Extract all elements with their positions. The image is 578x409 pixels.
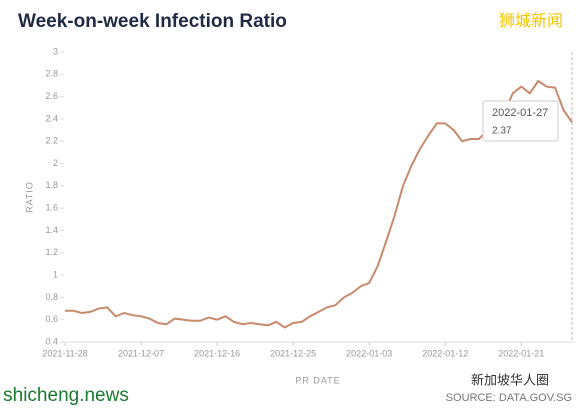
y-tick-label: 2.4 <box>45 113 58 123</box>
x-tick-label: 2021-11-28 <box>42 348 87 358</box>
x-tick-label: 2021-12-16 <box>194 348 240 358</box>
source: SOURCE: DATA.GOV.SG <box>446 392 572 404</box>
x-tick-label: 2022-01-12 <box>422 348 468 358</box>
y-tick-label: 0.8 <box>45 292 58 302</box>
y-tick-label: 0.4 <box>45 336 58 346</box>
y-tick-label: 1.8 <box>45 180 58 190</box>
x-tick-label: 2021-12-07 <box>118 348 164 358</box>
y-tick-label: 2.6 <box>45 91 58 101</box>
y-tick-label: 3 <box>53 46 58 56</box>
watermark: 狮城新闻 <box>499 12 563 30</box>
watermark: shicheng.news <box>3 385 129 406</box>
y-tick-label: 1.4 <box>45 225 58 235</box>
tooltip <box>482 100 559 142</box>
y-tick-label: 0.6 <box>45 314 58 324</box>
x-tick-label: 2022-01-03 <box>346 348 392 358</box>
y-tick-label: 1 <box>53 269 58 279</box>
tooltip-value: 2.37 <box>492 126 512 137</box>
chart-title: Week-on-week Infection Ratio <box>18 11 287 32</box>
x-tick-label: 2022-01-21 <box>498 348 544 358</box>
x-axis-label: PR DATE <box>295 375 340 385</box>
y-tick-label: 1.2 <box>45 247 58 257</box>
y-tick-label: 2 <box>53 158 58 168</box>
y-tick-label: 2.2 <box>45 136 58 146</box>
y-tick-label: 1.6 <box>45 203 58 213</box>
y-tick-label: 2.8 <box>45 69 58 79</box>
watermark: 新加坡华人圈 <box>471 372 549 387</box>
tooltip-date: 2022-01-27 <box>492 107 548 119</box>
x-tick-label: 2021-12-25 <box>270 348 316 358</box>
y-axis-label: RATIO <box>24 181 34 213</box>
